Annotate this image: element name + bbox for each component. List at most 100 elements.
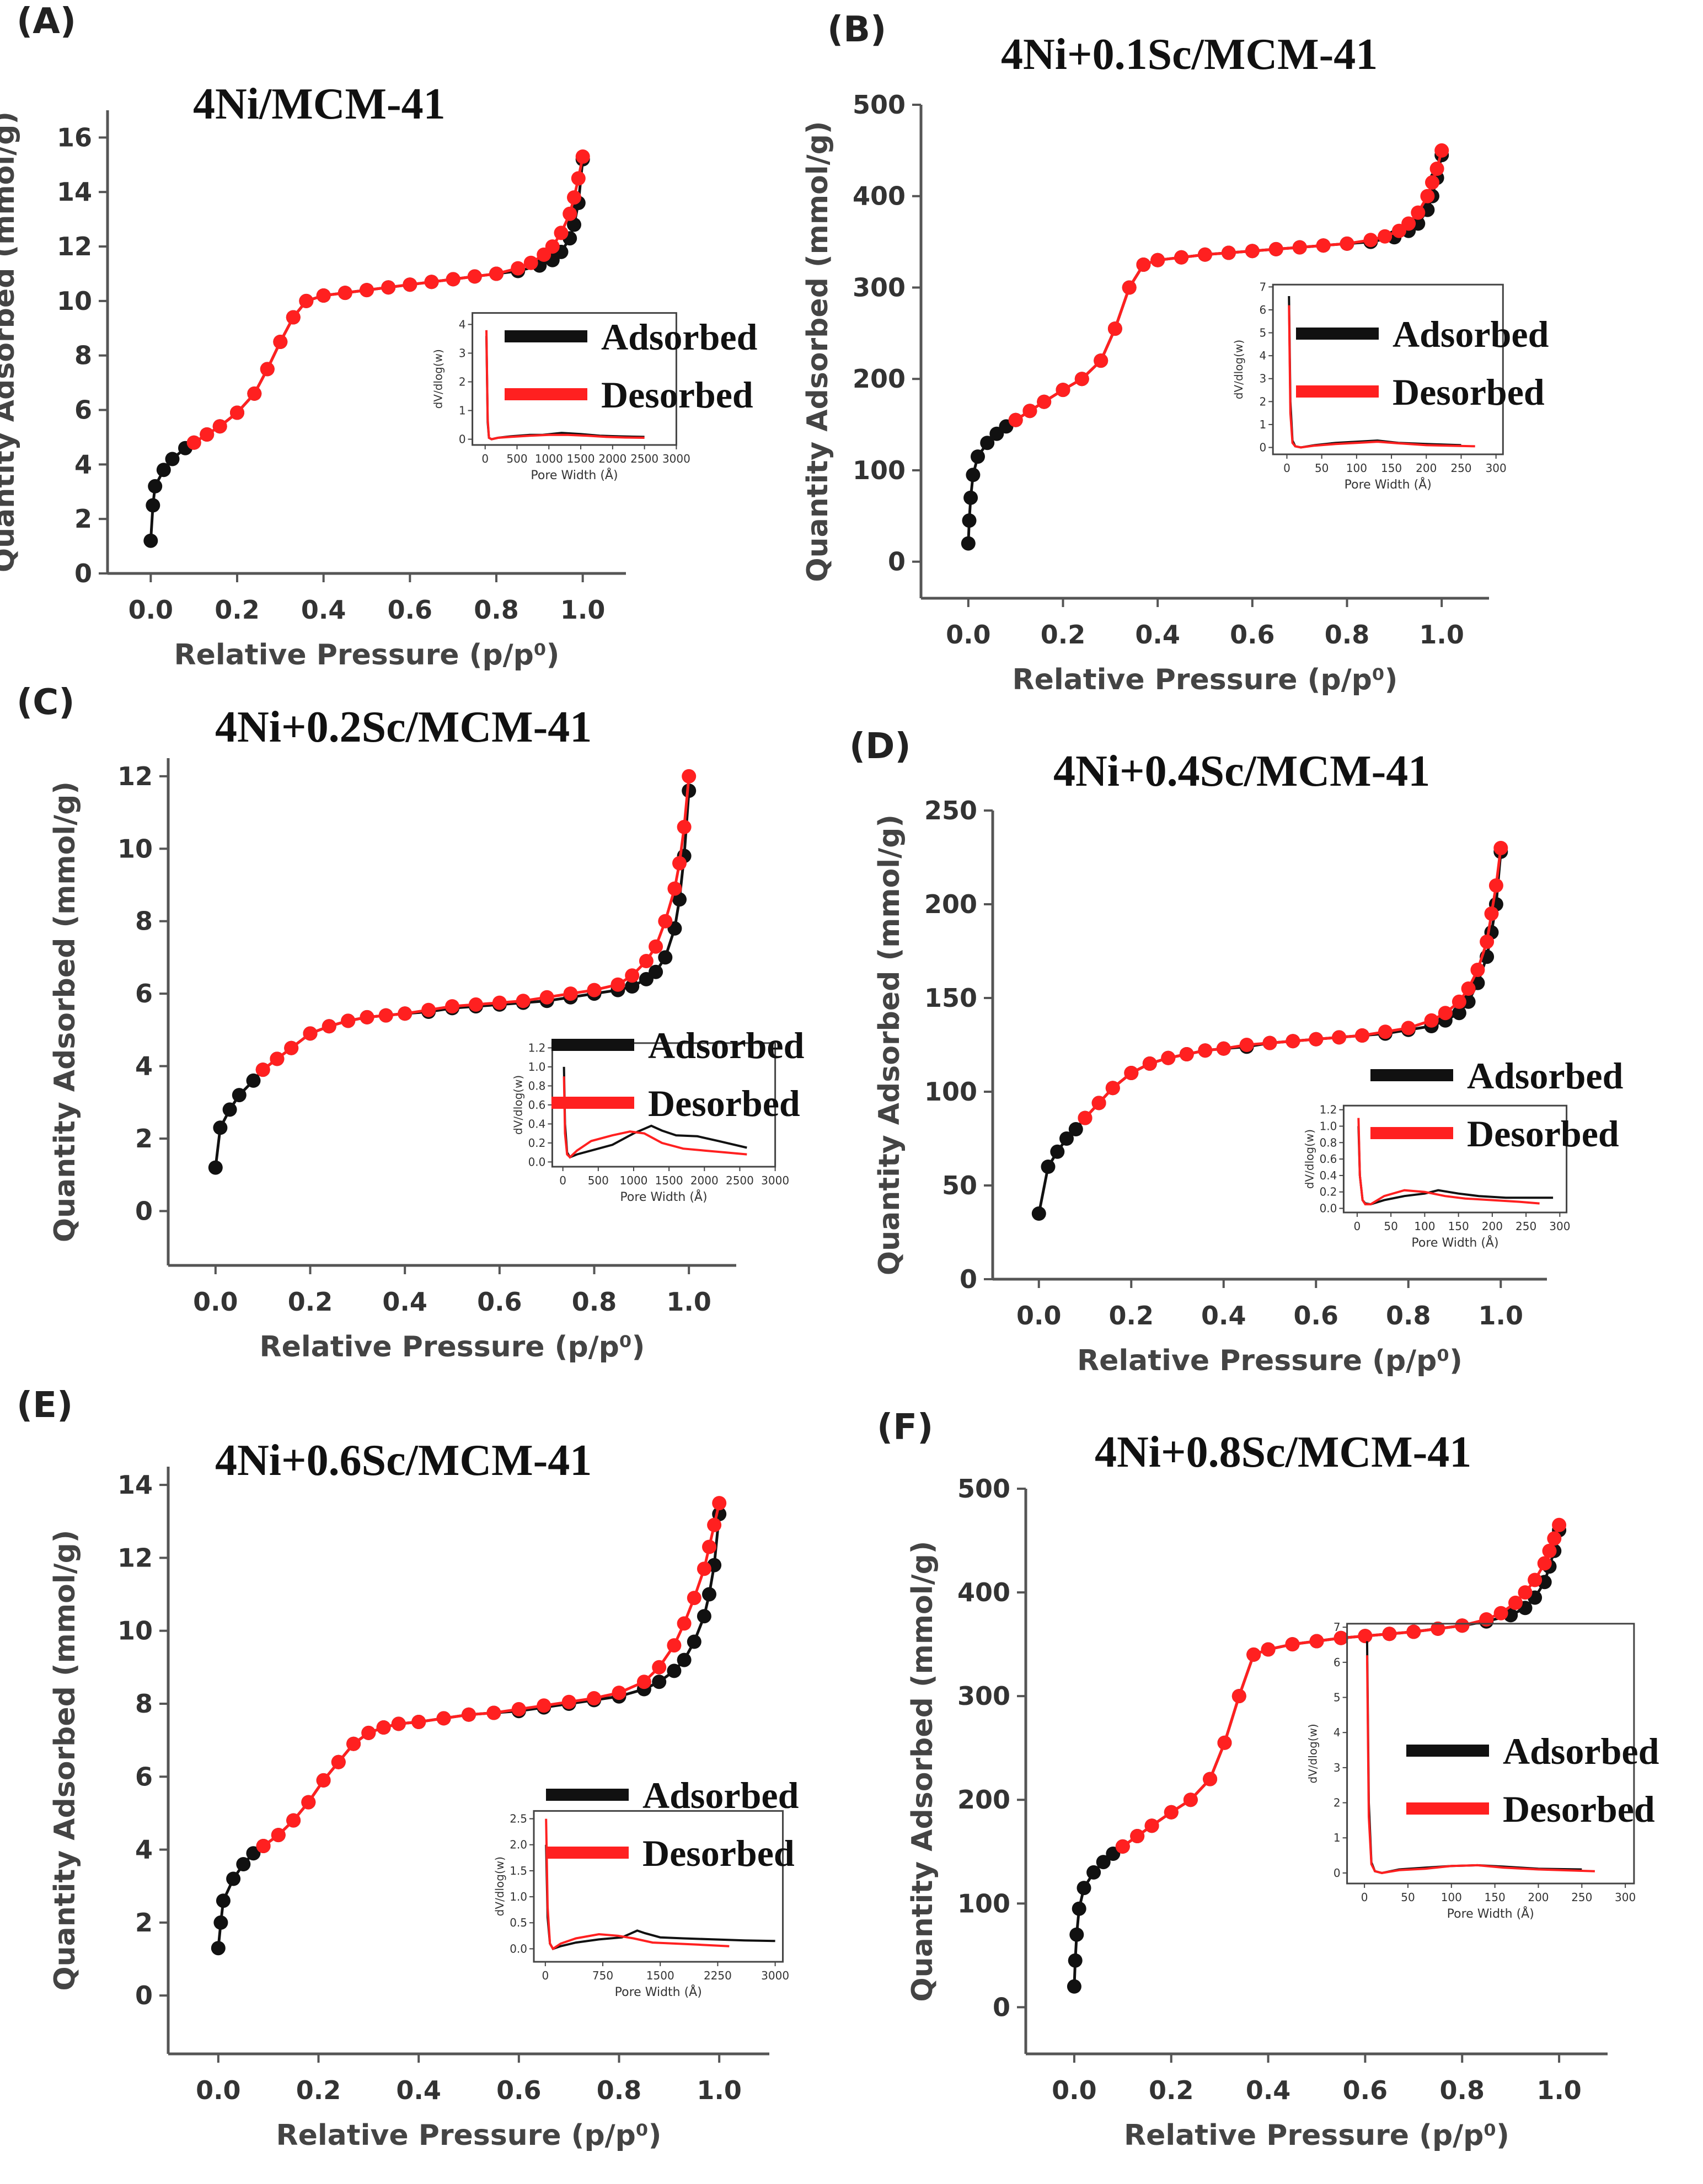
x-tick-label: 1.0 (697, 2075, 742, 2105)
inset-x-tick-label: 2000 (598, 452, 626, 465)
data-point-desorbed (539, 990, 554, 1005)
data-point-adsorbed (667, 1664, 682, 1678)
data-point-desorbed (1452, 994, 1466, 1009)
data-point-desorbed (1262, 1035, 1277, 1050)
data-point-adsorbed (1041, 1160, 1056, 1174)
data-point-desorbed (1022, 404, 1037, 418)
x-tick-label: 0.8 (474, 595, 519, 625)
data-point-adsorbed (226, 1871, 241, 1886)
inset-y-tick-label: 7 (1334, 1620, 1341, 1634)
data-point-desorbed (424, 275, 439, 289)
y-tick-label: 10 (117, 1616, 153, 1646)
y-tick-label: 300 (957, 1681, 1010, 1711)
x-tick-label: 0.4 (396, 2075, 441, 2105)
inset-x-tick-label: 3000 (662, 452, 690, 465)
panel-label: (C) (17, 682, 74, 723)
inset-y-tick-label: 0.4 (528, 1117, 546, 1130)
data-point-adsorbed (1452, 1006, 1466, 1021)
inset-x-tick-label: 1000 (620, 1174, 648, 1187)
y-tick-label: 500 (957, 1474, 1010, 1504)
y-tick-label: 4 (135, 1051, 153, 1081)
data-point-desorbed (511, 1702, 526, 1716)
data-point-adsorbed (963, 490, 978, 505)
legend-label-adsorbed: Adsorbed (1503, 1730, 1659, 1772)
data-point-desorbed (1493, 1606, 1508, 1620)
legend-label-adsorbed: Adsorbed (1393, 313, 1549, 355)
data-point-adsorbed (1096, 1855, 1111, 1870)
inset-y-tick-label: 6 (1259, 303, 1266, 316)
data-point-desorbed (1309, 1634, 1324, 1649)
data-point-adsorbed (702, 1587, 716, 1602)
data-point-desorbed (1286, 1034, 1300, 1049)
data-point-desorbed (1508, 1595, 1523, 1610)
y-tick-label: 0 (993, 1992, 1010, 2022)
data-point-desorbed (1285, 1637, 1300, 1652)
inset-x-tick-label: 250 (1515, 1220, 1536, 1233)
y-axis-title: Quantity Adsorbed (mmol/g) (49, 1530, 82, 1990)
inset-x-tick-label: 150 (1448, 1220, 1469, 1233)
data-point-desorbed (571, 171, 586, 186)
data-point-desorbed (446, 272, 460, 287)
y-axis-title: Quantity Adsorbed (mmol/g) (49, 781, 82, 1242)
inset-x-tick-label: 50 (1315, 462, 1329, 475)
inset-line-desorbed (1288, 305, 1475, 449)
data-point-desorbed (230, 405, 244, 420)
legend-label-desorbed: Desorbed (642, 1832, 795, 1874)
inset-y-tick-label: 1.0 (528, 1060, 546, 1074)
data-point-desorbed (303, 1026, 318, 1041)
inset-chart: 0 750 1500 2250 3000 0.0 0.5 1.0 1.5 2.0 2.5 Pore W… (493, 1810, 789, 1999)
x-tick-label: 0.8 (1440, 2075, 1485, 2105)
data-point-desorbed (658, 914, 673, 929)
data-point-desorbed (299, 293, 314, 308)
inset-x-tick-label: 0 (1361, 1891, 1368, 1904)
data-point-desorbed (421, 1002, 436, 1017)
x-tick-label: 0.6 (496, 2075, 542, 2105)
inset-y-tick-label: 4 (459, 318, 466, 331)
series-line-desorbed (263, 1502, 721, 1848)
data-point-adsorbed (1068, 1953, 1083, 1968)
inset-x-axis-title: Pore Width (Å) (531, 468, 618, 482)
data-point-desorbed (255, 1063, 270, 1077)
inset-x-axis-title: Pore Width (Å) (1345, 477, 1432, 492)
y-tick-label: 100 (924, 1077, 977, 1107)
data-point-desorbed (1363, 233, 1378, 248)
data-point-desorbed (1056, 383, 1070, 398)
inset-y-tick-label: 4 (1259, 349, 1266, 362)
panel-title: 4Ni+0.1Sc/MCM-41 (1001, 30, 1378, 79)
data-point-desorbed (316, 1773, 331, 1788)
data-point-desorbed (286, 310, 301, 325)
x-tick-label: 0.6 (1343, 2075, 1388, 2105)
y-tick-label: 6 (135, 1762, 153, 1791)
panel-label: (F) (877, 1407, 933, 1448)
data-point-desorbed (537, 1698, 551, 1713)
inset-y-tick-label: 3 (1334, 1761, 1341, 1774)
data-point-desorbed (707, 1517, 722, 1532)
legend: Adsorbed Desorbed (505, 316, 758, 416)
data-point-desorbed (1115, 1839, 1130, 1854)
x-tick-label: 0.6 (388, 595, 433, 625)
inset-y-tick-label: 7 (1259, 280, 1266, 293)
x-tick-label: 0.4 (1201, 1301, 1246, 1330)
data-point-desorbed (1334, 1630, 1348, 1645)
data-point-desorbed (1292, 240, 1307, 255)
inset-x-axis-title: Pore Width (Å) (1411, 1235, 1498, 1250)
data-point-desorbed (322, 1019, 336, 1034)
data-point-desorbed (1406, 1624, 1421, 1639)
inset-y-tick-label: 0.2 (1320, 1185, 1337, 1199)
data-point-desorbed (256, 1839, 271, 1853)
x-tick-label: 0.2 (296, 2075, 341, 2105)
data-point-desorbed (1203, 1772, 1218, 1786)
inset-chart: 0 500 1000 1500 2000 2500 3000 0 1 2 3 4 Pore Width … (432, 312, 690, 482)
inset-y-tick-label: 3 (1259, 372, 1266, 385)
inset-y-tick-label: 2.0 (510, 1838, 527, 1852)
y-tick-label: 200 (957, 1785, 1010, 1815)
inset-x-tick-label: 100 (1441, 1891, 1462, 1904)
y-tick-label: 50 (942, 1171, 977, 1200)
legend-label-adsorbed: Adsorbed (648, 1024, 805, 1066)
data-point-desorbed (1401, 1021, 1416, 1035)
data-point-desorbed (702, 1539, 716, 1554)
data-point-desorbed (587, 983, 602, 997)
inset-y-tick-label: 0.8 (528, 1079, 546, 1092)
data-point-adsorbed (677, 1652, 692, 1667)
data-point-adsorbed (148, 479, 163, 493)
